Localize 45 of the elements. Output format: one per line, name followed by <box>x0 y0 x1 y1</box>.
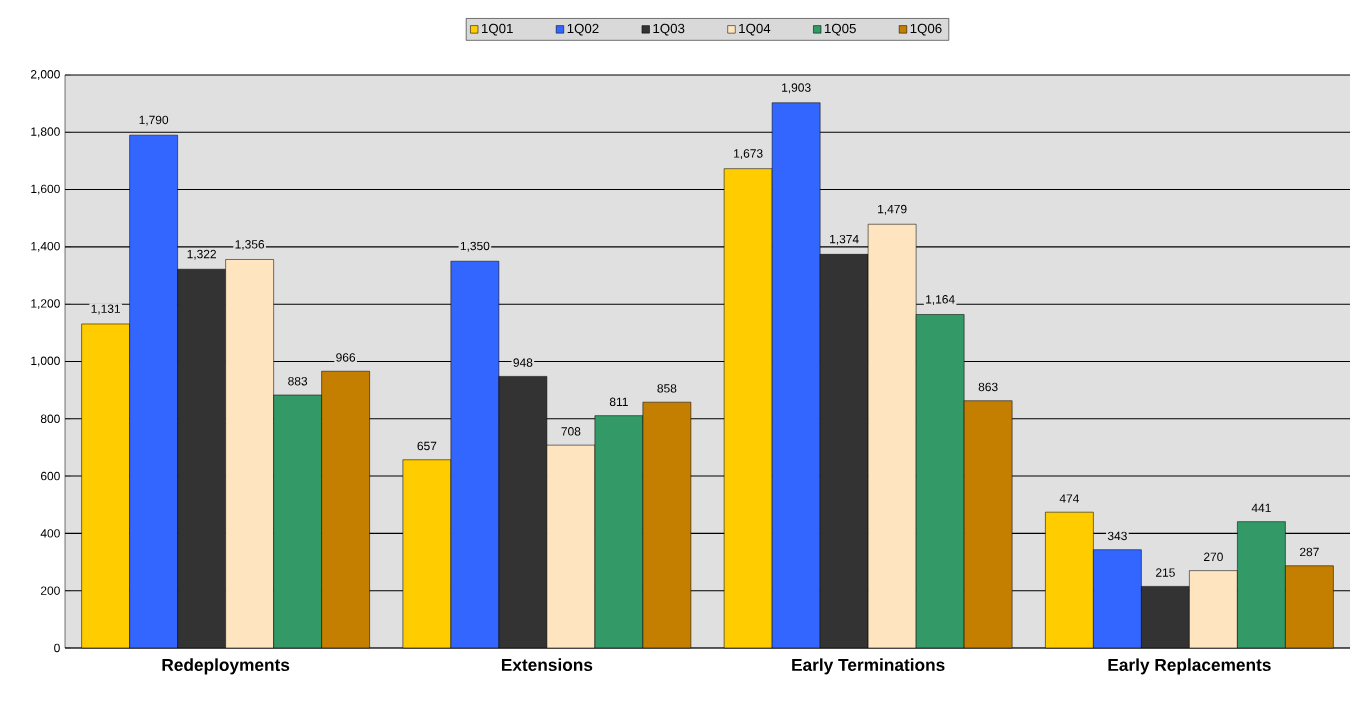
y-tick-label: 1,600 <box>31 184 60 195</box>
data-label: 858 <box>657 384 677 393</box>
y-tick-label: 200 <box>40 586 60 595</box>
legend-label: 1Q06 <box>910 23 942 36</box>
data-label: 1,479 <box>878 204 907 215</box>
data-label: 215 <box>1156 568 1175 577</box>
legend-label: 1Q04 <box>739 23 771 36</box>
y-tick-label: 1,400 <box>31 241 60 252</box>
data-label: 1,356 <box>235 240 265 250</box>
y-tick-label: 400 <box>40 529 60 538</box>
data-label: 1,790 <box>139 115 169 126</box>
data-label: 863 <box>978 382 998 392</box>
data-label: 1,322 <box>187 249 216 260</box>
y-tick-label: 600 <box>40 471 60 481</box>
data-label: 343 <box>1107 531 1127 541</box>
y-tick-label: 1,800 <box>31 127 60 138</box>
y-tick-label: 800 <box>40 414 60 424</box>
x-tick-label: Extensions <box>501 658 593 672</box>
legend-label: 1Q05 <box>824 23 856 36</box>
data-label: 1,350 <box>460 241 490 252</box>
data-label: 708 <box>561 427 581 436</box>
data-label: 948 <box>513 358 533 367</box>
x-tick-label: Early Terminations <box>792 658 945 675</box>
y-tick-label: 0 <box>54 643 60 653</box>
data-label: 1,673 <box>734 149 763 160</box>
legend-label: 1Q03 <box>653 23 685 36</box>
data-label: 287 <box>1300 547 1319 557</box>
data-label: 270 <box>1204 552 1223 562</box>
y-tick-label: 1,000 <box>31 356 60 367</box>
y-tick-label: 2,000 <box>31 70 60 80</box>
data-label: 1,374 <box>830 234 859 245</box>
data-label: 657 <box>417 441 437 451</box>
x-tick-label: Redeployments <box>162 658 290 675</box>
data-label: 811 <box>609 397 628 407</box>
legend-label: 1Q01 <box>481 23 513 36</box>
y-tick-label: 1,200 <box>31 299 60 310</box>
data-label: 966 <box>336 353 356 362</box>
data-label: 1,903 <box>782 83 811 94</box>
x-tick-label: Early Replacements <box>1108 658 1271 675</box>
data-label: 1,131 <box>91 304 120 315</box>
data-label: 441 <box>1251 503 1271 513</box>
legend-label: 1Q02 <box>567 23 599 36</box>
data-label: 883 <box>288 376 308 386</box>
data-label: 1,164 <box>926 295 955 305</box>
data-label: 474 <box>1059 494 1079 503</box>
